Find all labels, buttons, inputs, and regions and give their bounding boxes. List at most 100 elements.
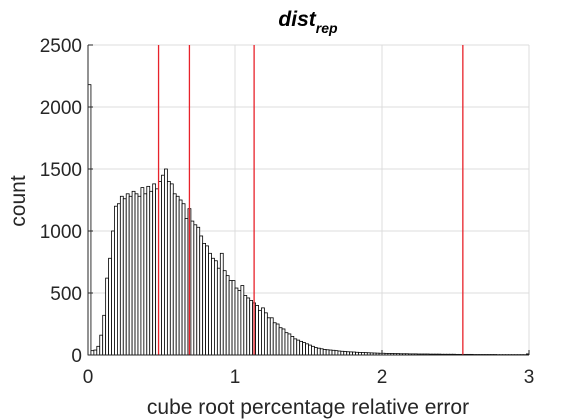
bar-75	[308, 344, 312, 356]
bar-66	[281, 328, 286, 356]
bar-60	[263, 312, 268, 356]
reference-lines	[157, 45, 464, 355]
bar-67	[284, 332, 289, 356]
bar-58	[258, 309, 262, 356]
y-tick-label-0: 0	[71, 346, 82, 367]
bar-2	[93, 349, 98, 356]
bar-9	[114, 205, 118, 356]
bar-71	[296, 339, 301, 356]
bar-7	[108, 257, 112, 356]
bar-63	[272, 322, 277, 356]
y-tick-label-2: 1000	[40, 222, 82, 243]
bar-40	[205, 245, 209, 356]
bar-35	[190, 220, 195, 356]
bar-31	[178, 199, 183, 356]
bar-12	[122, 198, 127, 356]
bar-22	[152, 183, 157, 356]
y-tick-label-1: 500	[50, 284, 82, 305]
y-tick-label-3: 1500	[40, 160, 82, 181]
bar-41	[208, 252, 212, 356]
bar-87	[343, 351, 348, 356]
bar-57	[255, 304, 259, 356]
bar-62	[269, 317, 274, 356]
bar-44	[216, 267, 221, 356]
bar-74	[305, 343, 309, 356]
bar-26	[164, 168, 168, 356]
bar-39	[202, 242, 207, 356]
bar-50	[234, 287, 239, 356]
chart-title: distrep	[278, 8, 338, 36]
bar-77	[313, 347, 318, 356]
bar-28	[169, 183, 174, 356]
bar-8	[111, 230, 115, 356]
bar-61	[266, 317, 271, 356]
y-tick-label-4: 2000	[40, 98, 82, 119]
bar-86	[340, 350, 345, 356]
bar-18	[140, 187, 145, 356]
bar-48	[228, 280, 233, 356]
bar-37	[196, 226, 201, 356]
bar-42	[211, 257, 215, 356]
bar-82	[328, 349, 333, 356]
x-tick-label-2: 2	[377, 367, 388, 388]
bar-85	[337, 350, 342, 356]
bar-21	[149, 190, 154, 356]
bar-25	[161, 174, 165, 356]
x-tick-labels: 0 1 2 3	[83, 367, 535, 388]
x-tick-label-0: 0	[83, 367, 94, 388]
bar-55	[249, 300, 254, 356]
bar-4	[99, 334, 104, 356]
y-tick-label-5: 2500	[40, 36, 82, 57]
bar-84	[334, 350, 339, 356]
bar-29	[172, 193, 177, 356]
bar-45	[219, 252, 224, 356]
bar-15	[131, 190, 136, 356]
bar-10	[117, 203, 121, 356]
bar-49	[231, 280, 236, 356]
axes	[87, 44, 530, 356]
bar-80	[322, 349, 327, 356]
bar-54	[246, 297, 251, 356]
bar-83	[331, 349, 336, 356]
bar-6	[105, 277, 109, 356]
bar-27	[166, 180, 171, 356]
histogram-bars	[87, 84, 529, 356]
bar-13	[125, 193, 130, 356]
bar-81	[325, 349, 330, 356]
bar-70	[293, 338, 298, 356]
chart-title-main: dist	[278, 8, 316, 31]
bar-53	[243, 295, 248, 356]
bar-79	[319, 348, 324, 356]
bar-64	[275, 323, 280, 356]
bar-72	[299, 340, 304, 356]
bar-11	[119, 195, 124, 356]
y-tick-labels: 0 500 1000 1500 2000 2500	[40, 36, 82, 367]
bar-36	[193, 224, 198, 356]
chart-title-subscript: rep	[316, 20, 338, 36]
bar-16	[134, 193, 139, 356]
bar-3	[96, 345, 101, 356]
bar-46	[222, 270, 227, 356]
bar-78	[316, 347, 321, 356]
bar-14	[128, 195, 133, 356]
bar-17	[137, 195, 142, 356]
bar-32	[181, 203, 186, 356]
bar-51	[237, 290, 242, 356]
x-axis-label: cube root percentage relative error	[147, 396, 469, 419]
x-tick-label-3: 3	[524, 367, 535, 388]
bar-65	[278, 327, 283, 356]
bar-47	[225, 275, 230, 356]
y-axis-label: count	[7, 175, 30, 227]
bar-5	[102, 314, 107, 356]
bar-59	[261, 307, 265, 356]
bar-68	[287, 333, 292, 356]
bar-52	[240, 285, 245, 356]
bar-76	[311, 345, 315, 356]
bar-73	[302, 342, 306, 356]
bar-30	[175, 195, 180, 356]
bar-33	[184, 218, 189, 356]
bar-69	[290, 335, 295, 356]
x-tick-label-1: 1	[230, 367, 241, 388]
bar-19	[143, 193, 148, 356]
